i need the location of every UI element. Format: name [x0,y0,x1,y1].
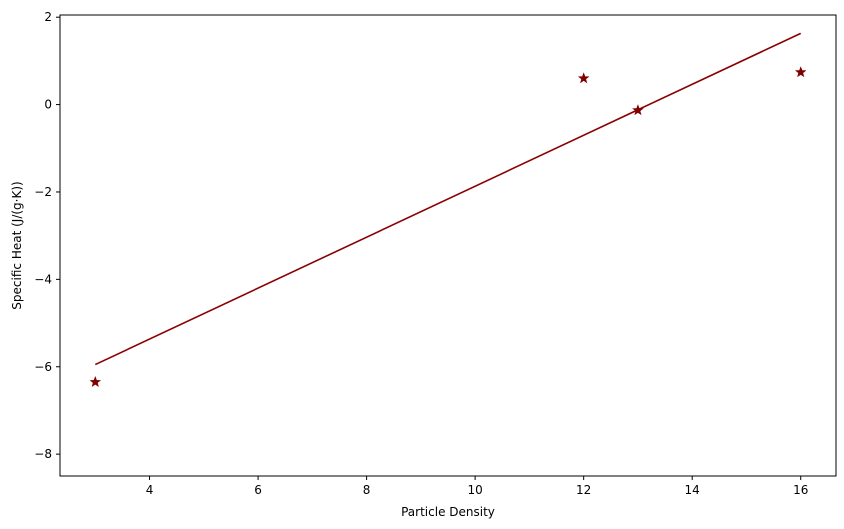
x-tick-label: 6 [254,483,262,497]
y-tick-label: 0 [44,98,52,112]
y-axis-label: Specific Heat (J/(g·K)) [10,181,24,309]
x-tick-label: 10 [467,483,482,497]
y-tick-label: −4 [34,272,52,286]
x-tick-label: 16 [793,483,808,497]
y-tick-label: −8 [34,447,52,461]
star-data-point [632,104,644,116]
star-data-point [577,72,590,84]
star-data-point [794,66,807,78]
fit-lines [94,32,802,366]
x-axis-label: Particle Density [401,505,495,519]
y-tick-label: −6 [34,360,52,374]
star-data-point [89,376,102,387]
x-axis-ticks: 4 6 8 10 12 14 16 [146,476,808,497]
data-points [89,66,807,387]
fit-line [94,32,802,366]
x-tick-label: 12 [576,483,591,497]
plot-frame [59,14,837,477]
x-tick-label: 14 [685,483,700,497]
x-tick-label: 4 [146,483,154,497]
y-tick-label: 2 [44,10,52,24]
x-tick-label: 8 [363,483,371,497]
y-tick-label: −2 [34,185,52,199]
y-axis-ticks: −8 −6 −4 −2 0 2 [34,10,60,461]
